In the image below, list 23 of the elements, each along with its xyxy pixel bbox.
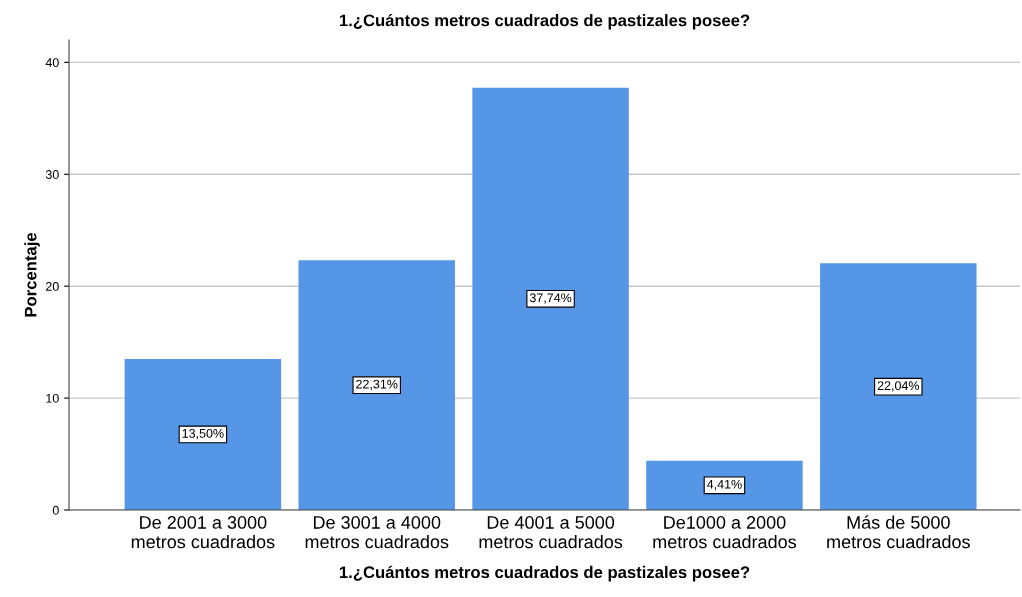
bar (298, 260, 455, 510)
x-tick-label: De 3001 a 4000 metros cuadrados (305, 516, 449, 549)
chart-title: 1.¿Cuántos metros cuadrados de pastizales posee? (339, 13, 750, 30)
data-label: 22,04% (877, 381, 920, 392)
y-tick-label: 20 (46, 281, 59, 291)
y-tick-label: 0 (52, 505, 59, 515)
bar (124, 358, 282, 510)
bar (472, 87, 629, 510)
x-tick-label: De1000 a 2000 metros cuadrados (653, 516, 797, 549)
y-axis-title: Porcentaje (24, 232, 40, 317)
x-tick-label: De 4001 a 5000 metros cuadrados (479, 516, 623, 549)
bar (646, 460, 803, 510)
data-label: 22,31% (356, 379, 398, 390)
y-tick-label: 10 (46, 393, 59, 403)
y-tick-label: 30 (45, 170, 59, 179)
x-tick-label: De 2001 a 3000 metros cuadrados (131, 516, 275, 549)
data-label: 37,74% (529, 293, 572, 304)
x-tick-label: Más de 5000 metros cuadrados (827, 515, 970, 549)
data-label: 13,50% (182, 428, 224, 440)
data-label: 4,41% (707, 479, 742, 491)
bar (820, 263, 977, 510)
y-tick-label: 40 (45, 58, 59, 68)
x-axis-title: 1.¿Cuántos metros cuadrados de pastizales posee? (339, 565, 750, 582)
